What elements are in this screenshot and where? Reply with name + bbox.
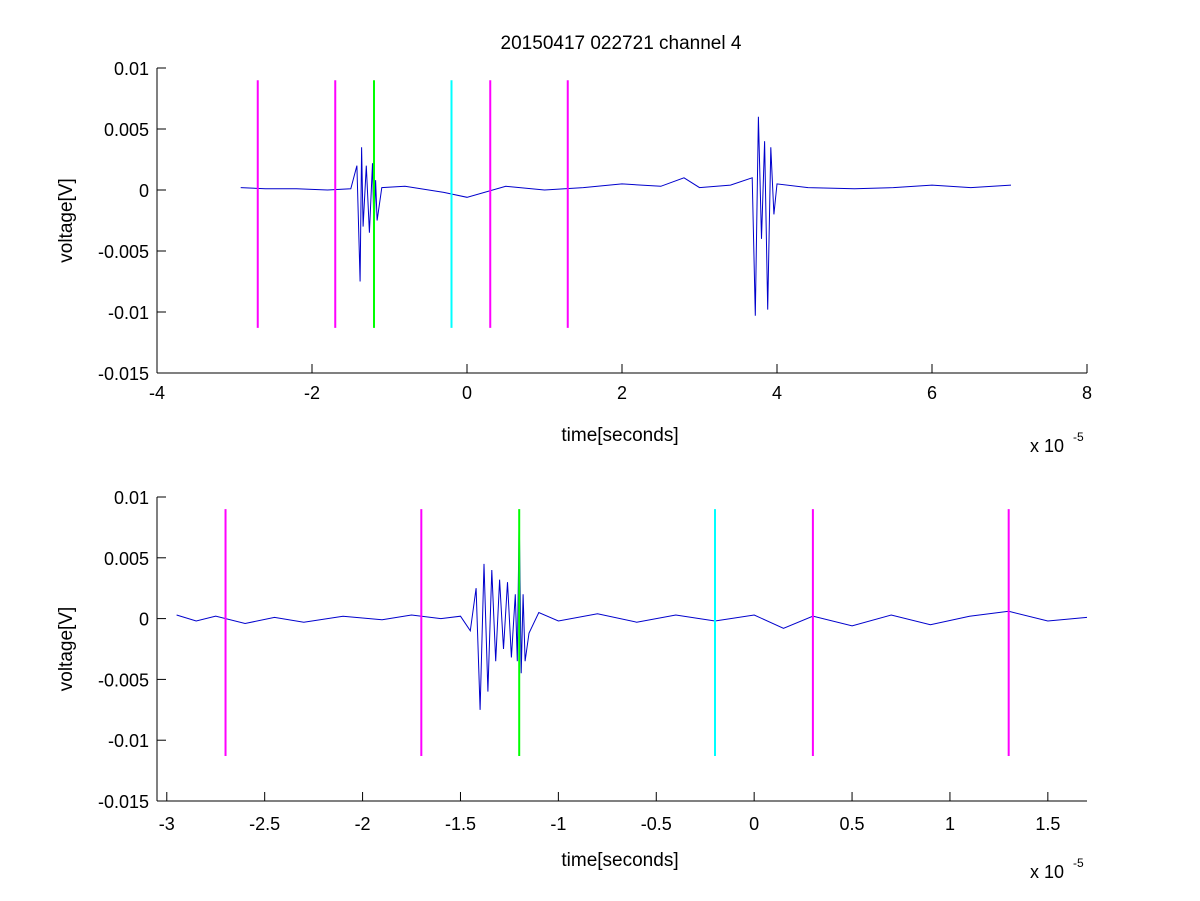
x-tick-label: 0.5 <box>840 814 865 834</box>
x-tick-label: 0 <box>749 814 759 834</box>
signal-series-line <box>176 515 1088 710</box>
y-tick-label: 0 <box>139 610 149 630</box>
x-tick-label: -4 <box>149 383 165 403</box>
x-tick-label: -3 <box>159 814 175 834</box>
x-tick-label: 1 <box>945 814 955 834</box>
y-tick-label: 0.005 <box>104 549 149 569</box>
x-tick-label: -2.5 <box>249 814 280 834</box>
y-axis-title: voltage[V] <box>56 607 77 692</box>
y-tick-label: -0.015 <box>98 792 149 812</box>
x-tick-label: 8 <box>1082 383 1092 403</box>
x-tick-label: -2 <box>304 383 320 403</box>
signal-series-line <box>240 116 1012 316</box>
x-tick-label: 2 <box>617 383 627 403</box>
x-exponent-power: -5 <box>1073 430 1084 444</box>
y-tick-label: -0.01 <box>108 731 149 751</box>
x-tick-label: 6 <box>927 383 937 403</box>
top-plot: -0.015 -0.01 -0.005 0 0.005 0.01 -4 -2 0 2 4 6 8 time… <box>56 59 1092 456</box>
y-axis-title: voltage[V] <box>56 178 77 263</box>
y-tick-label: -0.005 <box>98 670 149 690</box>
figure-title: 20150417 022721 channel 4 <box>501 33 742 54</box>
x-axis-title: time[seconds] <box>561 850 678 871</box>
x-exponent-power: -5 <box>1073 856 1084 870</box>
x-tick-label: 4 <box>772 383 782 403</box>
y-tick-label: 0.005 <box>104 120 149 140</box>
y-tick-label: -0.005 <box>98 242 149 262</box>
x-tick-label: -2 <box>355 814 371 834</box>
x-axis-title: time[seconds] <box>561 425 678 446</box>
y-tick-label: 0.01 <box>114 59 149 79</box>
x-exponent-label: x 10 <box>1030 436 1064 456</box>
x-exponent-label: x 10 <box>1030 862 1064 882</box>
y-tick-label: -0.015 <box>98 364 149 384</box>
x-tick-label: -1 <box>550 814 566 834</box>
y-tick-label: 0 <box>139 181 149 201</box>
x-tick-label: 0 <box>462 383 472 403</box>
x-tick-label: -1.5 <box>445 814 476 834</box>
y-tick-label: -0.01 <box>108 303 149 323</box>
x-tick-label: 1.5 <box>1035 814 1060 834</box>
x-tick-label: -0.5 <box>641 814 672 834</box>
y-tick-label: 0.01 <box>114 488 149 508</box>
bottom-plot: -0.015 -0.01 -0.005 0 0.005 0.01 -3 -2.5 -2 -1.5 -… <box>56 488 1088 882</box>
